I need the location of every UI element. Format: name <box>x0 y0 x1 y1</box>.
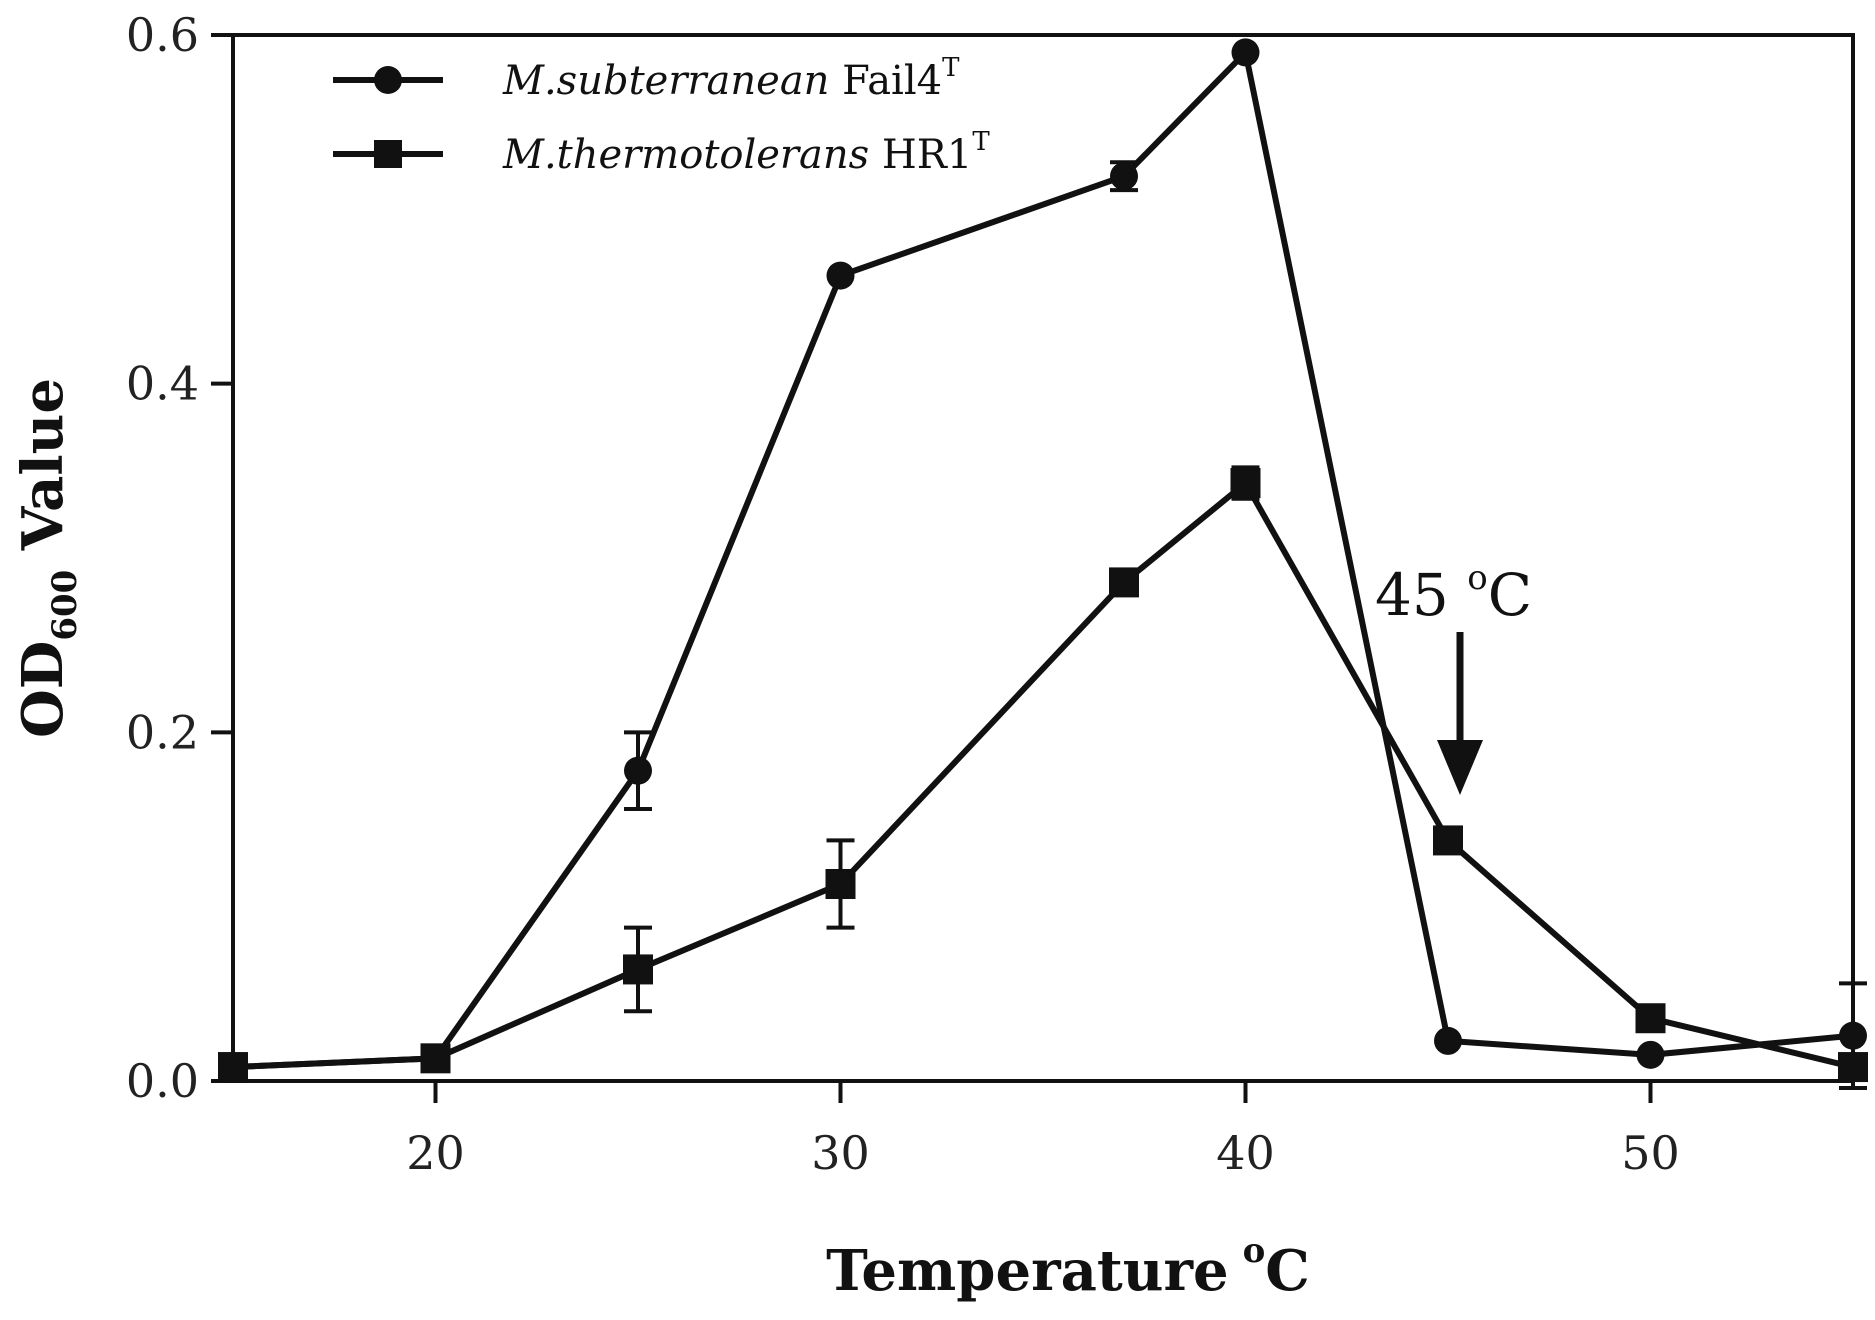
x-axis-title: Temperature oC <box>826 1231 1310 1304</box>
x-axis: 20 30 40 50 <box>406 1081 1680 1180</box>
data-point <box>420 1043 451 1074</box>
data-point <box>1433 825 1463 856</box>
series-line <box>232 49 1854 1071</box>
data-point <box>623 954 653 985</box>
legend-label-1: M.subterranean Fail4T <box>502 53 960 104</box>
y-axis: 0.0 0.2 0.4 0.6 <box>126 8 233 1108</box>
legend-entry-2: M.thermotolerans HR1T <box>333 127 990 178</box>
series-layer <box>218 38 1868 1090</box>
legend-label-2-rest: HR1 <box>869 132 972 178</box>
legend-label-1-italic: M.subterranean <box>502 58 829 104</box>
y-axis-title-main: OD <box>10 641 76 738</box>
annotation-sup: o <box>1467 558 1487 598</box>
x-axis-title-text: Temperature <box>826 1238 1228 1304</box>
y-axis-title-rest: Value <box>10 378 76 570</box>
legend-marker-square <box>374 140 402 168</box>
annotation-arrow-head <box>1437 740 1483 795</box>
legend-entry-1: M.subterranean Fail4T <box>333 53 960 104</box>
series-1 <box>219 38 1867 1090</box>
x-tick-label: 50 <box>1621 1126 1680 1180</box>
series-line <box>232 480 1854 1071</box>
y-axis-title-sub: 600 <box>45 570 85 641</box>
data-point <box>1635 1003 1666 1034</box>
annotation-45c: 45 oC <box>1375 558 1532 795</box>
data-point <box>1838 1052 1868 1083</box>
data-point <box>1231 38 1260 67</box>
y-tick-label: 0.0 <box>126 1054 199 1108</box>
annotation-unit: C <box>1488 561 1532 629</box>
data-point <box>1839 1021 1867 1050</box>
x-tick-label: 40 <box>1216 1126 1275 1180</box>
legend-label-1-sup: T <box>942 53 960 83</box>
annotation-value: 45 <box>1375 561 1467 629</box>
data-point <box>1110 162 1138 191</box>
y-axis-title: OD600 Value <box>10 378 85 738</box>
annotation-label: 45 oC <box>1375 558 1532 629</box>
legend-label-2: M.thermotolerans HR1T <box>502 127 990 178</box>
data-point <box>624 756 652 785</box>
data-point <box>1434 1026 1462 1055</box>
x-tick-label: 20 <box>406 1126 465 1180</box>
data-point <box>1230 468 1261 499</box>
data-point <box>218 1052 248 1083</box>
legend-label-1-rest: Fail4 <box>829 58 942 104</box>
legend-marker-circle <box>374 66 402 94</box>
legend-label-2-sup: T <box>972 127 990 157</box>
x-axis-title-unit: C <box>1265 1238 1310 1304</box>
data-point <box>1636 1040 1665 1069</box>
plot-frame <box>231 33 1855 1083</box>
data-point <box>825 869 856 900</box>
x-tick-label: 30 <box>811 1126 870 1180</box>
series-2 <box>218 465 1868 1083</box>
data-point <box>1109 567 1139 598</box>
legend-label-2-italic: M.thermotolerans <box>502 132 869 178</box>
data-point <box>826 261 855 290</box>
y-tick-label: 0.6 <box>126 8 199 62</box>
legend: M.subterranean Fail4T M.thermotolerans H… <box>333 53 990 178</box>
y-tick-label: 0.2 <box>126 705 199 759</box>
x-axis-title-sup: o <box>1243 1231 1266 1271</box>
y-tick-label: 0.4 <box>126 357 199 411</box>
